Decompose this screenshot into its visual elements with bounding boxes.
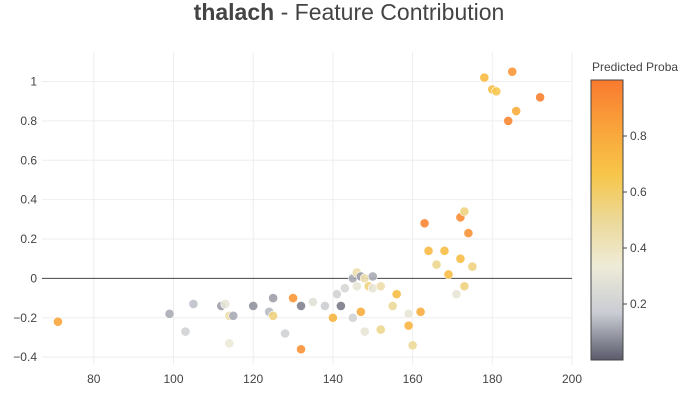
colorbar-title: Predicted Proba: [592, 60, 679, 74]
data-point: [451, 289, 462, 300]
data-point: [439, 245, 450, 256]
y-tick-label: 0.8: [20, 114, 37, 128]
data-point: [503, 115, 514, 126]
chart-title-feature: thalach: [193, 0, 275, 25]
colorbar-tick-label: 0.8: [630, 129, 647, 143]
data-point: [403, 308, 414, 319]
data-point: [288, 293, 298, 303]
data-point: [491, 86, 502, 97]
data-point: [455, 253, 466, 264]
data-point: [431, 259, 442, 270]
data-point: [248, 301, 259, 311]
data-point: [463, 228, 474, 239]
data-point: [268, 310, 279, 321]
data-point: [367, 283, 378, 294]
data-point: [296, 301, 306, 311]
data-point: [459, 281, 470, 292]
data-point: [367, 271, 378, 282]
data-point: [164, 308, 175, 319]
x-tick-label: 100: [163, 372, 183, 386]
data-points: [53, 66, 546, 355]
data-point: [335, 301, 346, 311]
data-point: [53, 316, 63, 327]
data-point: [391, 289, 402, 300]
data-point: [479, 72, 490, 83]
y-tick-label: −0.2: [13, 311, 37, 325]
colorbar: 0.2 0.4 0.6 0.8: [590, 79, 647, 361]
x-tick-label: 160: [403, 372, 423, 386]
data-point: [331, 289, 342, 300]
data-point: [180, 326, 191, 337]
data-point: [419, 218, 430, 229]
x-tick-label: 200: [562, 372, 582, 386]
data-point: [296, 344, 306, 355]
data-point: [308, 297, 318, 307]
x-tick-label: 180: [482, 372, 502, 386]
data-point: [535, 92, 546, 103]
data-point: [375, 324, 386, 335]
data-point: [268, 293, 279, 303]
data-point: [359, 326, 370, 337]
y-tick-label: 0.6: [20, 153, 37, 167]
data-point: [355, 306, 366, 317]
data-point: [280, 328, 290, 339]
data-point: [423, 245, 434, 256]
x-tick-label: 140: [323, 372, 343, 386]
data-point: [328, 312, 338, 323]
data-point: [459, 206, 470, 217]
y-tick-label: 0.4: [20, 193, 37, 207]
y-tick-label: 0.2: [20, 232, 37, 246]
y-tick-label: 0: [30, 271, 37, 285]
data-point: [347, 312, 358, 323]
data-point: [375, 281, 386, 292]
axes: 80 100 120 140 160 180 200 −0.4 −0.2 0 0.2 0.4 0.6 0.…: [13, 75, 582, 386]
data-point: [188, 299, 199, 309]
data-point: [443, 269, 454, 280]
data-point: [467, 261, 478, 272]
chart-title-rest: - Feature Contribution: [274, 0, 505, 25]
data-point: [339, 283, 350, 294]
data-point: [511, 106, 522, 116]
y-tick-label: −0.4: [13, 350, 37, 364]
data-point: [407, 340, 418, 351]
data-point: [351, 281, 362, 292]
data-point: [224, 338, 235, 349]
colorbar-tick-label: 0.2: [630, 297, 647, 311]
data-point: [387, 301, 398, 311]
data-point: [403, 320, 414, 331]
colorbar-scale: [590, 79, 624, 361]
data-point: [320, 301, 330, 311]
data-point: [220, 299, 231, 309]
data-point: [228, 310, 239, 321]
x-tick-label: 80: [87, 372, 101, 386]
colorbar-tick-label: 0.4: [630, 241, 647, 255]
y-tick-label: 1: [30, 75, 37, 89]
colorbar-tick-label: 0.6: [630, 185, 647, 199]
grid-lines: [42, 52, 573, 365]
data-point: [507, 66, 518, 77]
data-point: [415, 306, 426, 317]
x-tick-label: 120: [243, 372, 263, 386]
chart-title: thalach - Feature Contribution: [0, 0, 698, 26]
